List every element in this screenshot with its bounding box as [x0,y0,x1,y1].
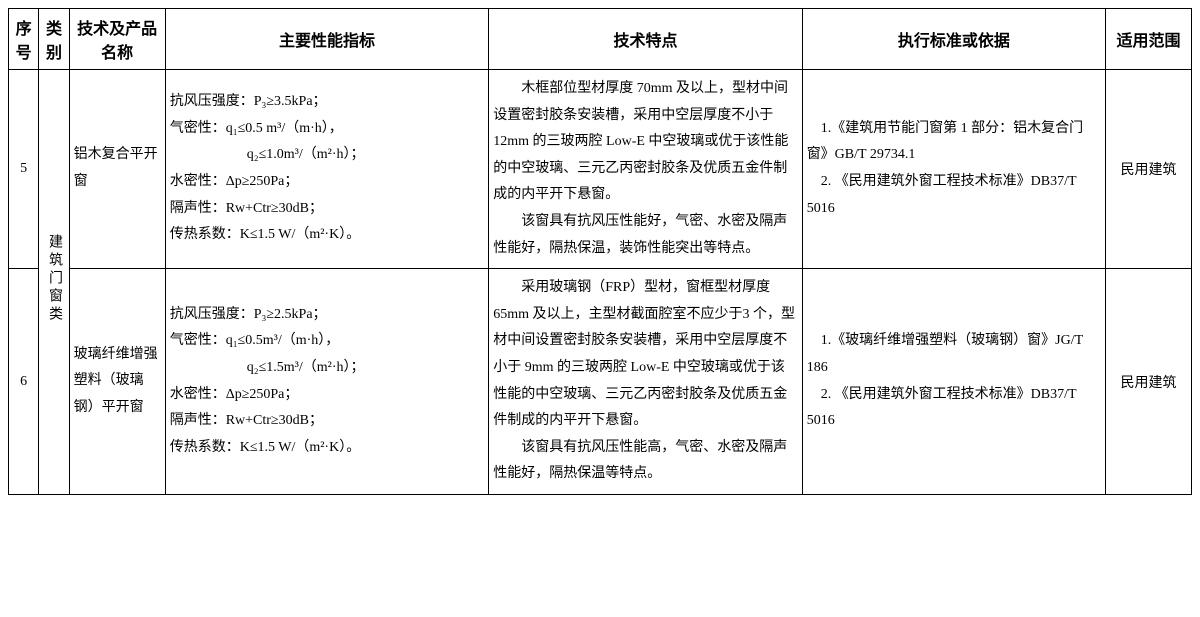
spec-table: 序号 类别 技术及产品名称 主要性能指标 技术特点 执行标准或依据 适用范围 5… [8,8,1192,495]
header-feat: 技术特点 [489,9,802,70]
std-line: 1.《玻璃纤维增强塑料（玻璃钢）窗》JG/T 186 [807,328,1101,381]
cell-seq: 6 [9,269,39,495]
perf-line: 传热系数：K≤1.5 W/（m²·K）。 [170,227,361,242]
std-line: 2. 《民用建筑外窗工程技术标准》DB37/T 5016 [807,169,1101,222]
cell-std: 1.《玻璃纤维增强塑料（玻璃钢）窗》JG/T 186 2. 《民用建筑外窗工程技… [802,269,1105,495]
cell-perf: 抗风压强度：P₃≥3.5kPa； 气密性：q₁≤0.5 m³/（m·h）， q₂… [165,70,489,269]
feat-para: 采用玻璃钢（FRP）型材，窗框型材厚度65mm 及以上，主型材截面腔室不应少于3… [493,275,797,435]
feat-para: 该窗具有抗风压性能好，气密、水密及隔声性能好，隔热保温，装饰性能突出等特点。 [493,209,797,262]
perf-line: 抗风压强度：P₃≥2.5kPa； [170,307,327,322]
header-row: 序号 类别 技术及产品名称 主要性能指标 技术特点 执行标准或依据 适用范围 [9,9,1192,70]
perf-line: 气密性：q₁≤0.5 m³/（m·h）， [170,121,343,136]
std-line: 1.《建筑用节能门窗第 1 部分：铝木复合门窗》GB/T 29734.1 [807,116,1101,169]
cell-category: 建筑门窗类 [39,70,69,495]
category-label: 建筑门窗类 [44,234,64,324]
header-std: 执行标准或依据 [802,9,1105,70]
cell-feat: 木框部位型材厚度 70mm 及以上，型材中间设置密封胶条安装槽，采用中空层厚度不… [489,70,802,269]
header-seq: 序号 [9,9,39,70]
std-line: 2. 《民用建筑外窗工程技术标准》DB37/T 5016 [807,382,1101,435]
cell-perf: 抗风压强度：P₃≥2.5kPa； 气密性：q₁≤0.5m³/（m·h）， q₂≤… [165,269,489,495]
header-cat: 类别 [39,9,69,70]
header-scope: 适用范围 [1106,9,1192,70]
cell-seq: 5 [9,70,39,269]
perf-line: 气密性：q₁≤0.5m³/（m·h）， [170,333,340,348]
cell-name: 玻璃纤维增强塑料（玻璃钢）平开窗 [69,269,165,495]
cell-scope: 民用建筑 [1106,70,1192,269]
cell-scope: 民用建筑 [1106,269,1192,495]
feat-para: 木框部位型材厚度 70mm 及以上，型材中间设置密封胶条安装槽，采用中空层厚度不… [493,76,797,209]
feat-para: 该窗具有抗风压性能高，气密、水密及隔声性能好，隔热保温等特点。 [493,435,797,488]
cell-std: 1.《建筑用节能门窗第 1 部分：铝木复合门窗》GB/T 29734.1 2. … [802,70,1105,269]
cell-name: 铝木复合平开窗 [69,70,165,269]
header-perf: 主要性能指标 [165,9,489,70]
perf-line: 抗风压强度：P₃≥3.5kPa； [170,94,327,109]
perf-line: 传热系数：K≤1.5 W/（m²·K）。 [170,440,361,455]
header-name: 技术及产品名称 [69,9,165,70]
perf-line: 隔声性：Rw+Ctr≥30dB； [170,201,323,216]
perf-line: 隔声性：Rw+Ctr≥30dB； [170,413,323,428]
perf-line: q₂≤1.0m³/（m²·h）； [170,142,485,169]
table-row: 6 玻璃纤维增强塑料（玻璃钢）平开窗 抗风压强度：P₃≥2.5kPa； 气密性：… [9,269,1192,495]
perf-line: 水密性：Δp≥250Pa； [170,387,299,402]
table-row: 5 建筑门窗类 铝木复合平开窗 抗风压强度：P₃≥3.5kPa； 气密性：q₁≤… [9,70,1192,269]
perf-line: 水密性：Δp≥250Pa； [170,174,299,189]
perf-line: q₂≤1.5m³/（m²·h）； [170,355,485,382]
cell-feat: 采用玻璃钢（FRP）型材，窗框型材厚度65mm 及以上，主型材截面腔室不应少于3… [489,269,802,495]
